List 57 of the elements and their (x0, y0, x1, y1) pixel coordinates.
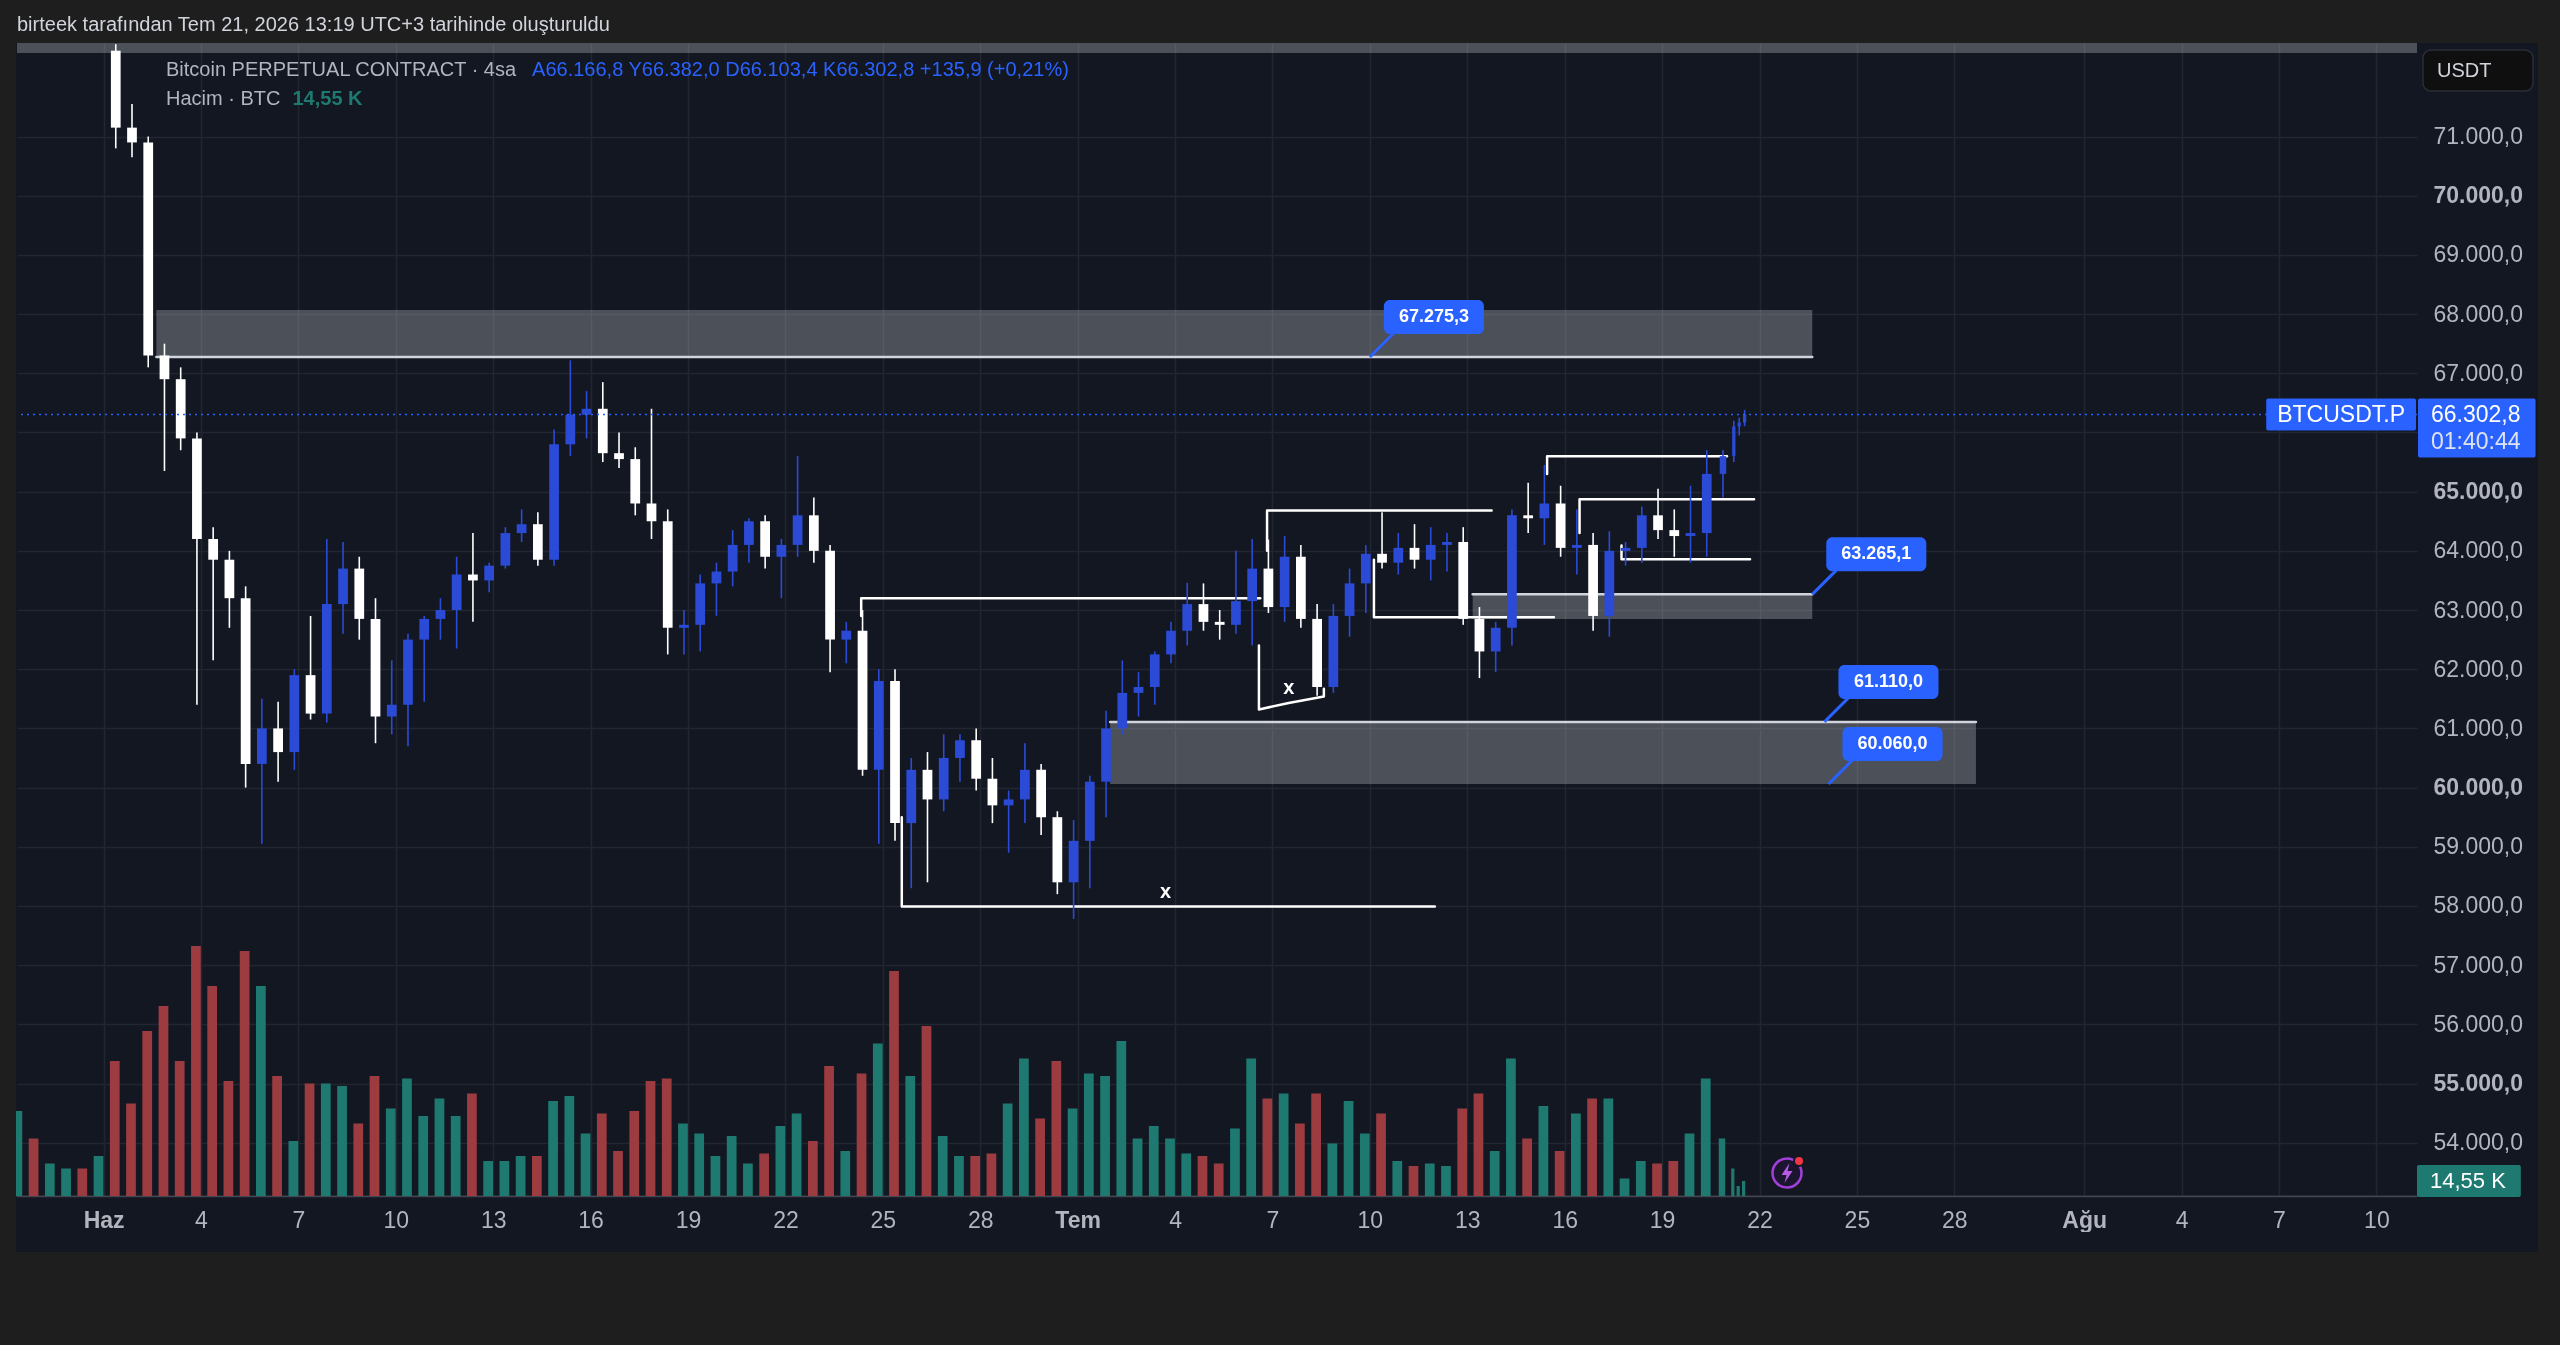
y-tick-label: 59.000,0 (2433, 833, 2524, 860)
annotation: 14,55 K (292, 87, 363, 109)
x-tick-label: 10 (1357, 1206, 1384, 1233)
y-tick-label: 57.000,0 (2433, 951, 2524, 978)
x-tick-label: 7 (1266, 1206, 1280, 1233)
x-tick-label: 4 (2175, 1206, 2189, 1233)
x-tick-label: 28 (967, 1206, 994, 1233)
text: Bitcoin PERPETUAL CONTRACT · 4sa (166, 58, 517, 80)
y-axis-title: USDT (2437, 59, 2492, 81)
y-tick-label: 67.000,0 (2433, 359, 2524, 386)
x-tick-label: 25 (870, 1206, 897, 1233)
y-tick-label: 55.000,0 (2433, 1070, 2524, 1097)
x-tick-label: 7 (2273, 1206, 2286, 1233)
text: A66.166,8 Y66.382,0 D66.103,4 K66.302,8 +135,9 (+0,21%) (532, 58, 1069, 80)
y-tick-label: 69.000,0 (2433, 241, 2524, 268)
x-tick-label: 19 (675, 1206, 702, 1233)
x-tick-label: 16 (1552, 1206, 1578, 1233)
y-tick-label: 65.000,0 (2433, 478, 2524, 505)
x-tick-label: 25 (1844, 1206, 1871, 1233)
annotation: 60.060,0 (1857, 733, 1928, 754)
y-tick-label: 63.000,0 (2433, 596, 2524, 623)
text: 01:40:44 (2431, 427, 2521, 454)
x-tick-label: Tem (1055, 1206, 1101, 1233)
y-tick-label: 58.000,0 (2433, 892, 2524, 919)
y-tick-label: 54.000,0 (2433, 1129, 2524, 1156)
x-tick-label: 28 (1942, 1206, 1968, 1233)
x-tick-label: 13 (1454, 1206, 1481, 1233)
x-tick-label: 22 (1747, 1206, 1773, 1233)
annotation: 61.110,0 (1853, 670, 1924, 691)
x-tick-label: 4 (1169, 1206, 1183, 1233)
y-tick-label: 60.000,0 (2433, 774, 2524, 801)
text: birteek tarafından Tem 21, 2026 13:19 UTC+3 tarihinde oluşturuldu (17, 12, 610, 36)
y-tick-label: 68.000,0 (2433, 300, 2524, 327)
x-tick-label: 19 (1649, 1206, 1676, 1233)
y-tick-label: 71.000,0 (2433, 123, 2524, 150)
y-tick-label: 64.000,0 (2433, 537, 2524, 564)
y-tick-label: 70.000,0 (2433, 182, 2524, 209)
x-tick-label: Haz (83, 1206, 125, 1233)
y-tick-label: 61.000,0 (2433, 714, 2524, 741)
annotation: 63.265,1 (1841, 543, 1912, 564)
annotation: x (1283, 675, 1295, 698)
x-tick-label: Ağu (2062, 1206, 2108, 1233)
y-tick-label: 56.000,0 (2433, 1010, 2524, 1037)
x-tick-label: 13 (480, 1206, 507, 1233)
annotation: x (1160, 879, 1172, 902)
x-tick-label: 10 (383, 1206, 410, 1233)
annotation: 67.275,3 (1398, 305, 1469, 326)
y-tick-label: 62.000,0 (2433, 655, 2524, 682)
x-tick-label: 4 (195, 1206, 209, 1233)
x-tick-label: 7 (292, 1206, 306, 1233)
text: 14,55 K (2430, 1168, 2507, 1193)
ref-line-label: BTCUSDT.P (2277, 400, 2405, 427)
x-tick-label: 16 (578, 1206, 604, 1233)
annotation: Hacim · BTC (166, 87, 281, 109)
x-tick-label: 22 (773, 1206, 799, 1233)
x-tick-label: 10 (2364, 1206, 2390, 1233)
text: 66.302,8 (2431, 400, 2521, 427)
